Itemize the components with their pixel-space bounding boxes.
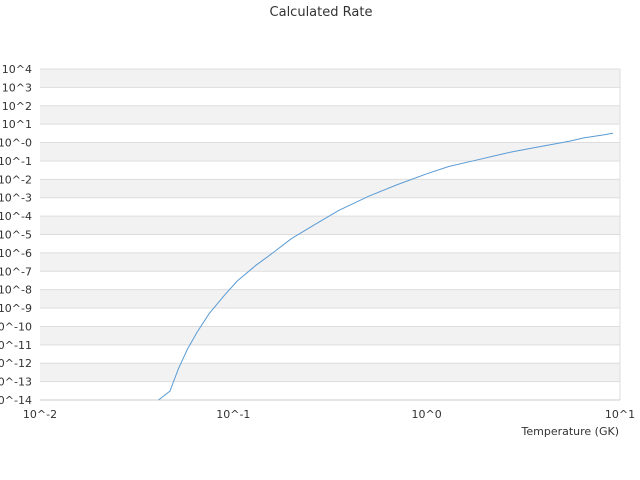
grid-band [40, 216, 620, 235]
y-tick-label: 10^-2 [0, 173, 32, 186]
grid-band [40, 142, 620, 161]
grid-band [40, 69, 620, 88]
y-tick-label: 10^-12 [0, 357, 32, 370]
y-tick-label: 10^-0 [0, 137, 32, 150]
series-line [158, 132, 614, 401]
y-tick-label: 10^-4 [0, 210, 32, 223]
grid-lines [40, 68, 621, 401]
x-tick-label: 10^0 [412, 408, 442, 421]
x-tick-label: 10^1 [605, 408, 635, 421]
y-tick-label: 10^3 [2, 81, 32, 94]
x-tick-label: 10^-1 [216, 408, 250, 421]
grid-bands [40, 69, 620, 382]
y-tick-label: 10^-6 [0, 247, 32, 260]
x-tick-label: 10^-2 [23, 408, 57, 421]
grid-band [40, 289, 620, 309]
y-tick-label: 10^-5 [0, 229, 32, 242]
grid-band [40, 363, 620, 382]
grid-band [40, 179, 620, 198]
grid-band [40, 252, 620, 272]
y-tick-label: 10^-9 [0, 302, 32, 315]
y-tick-label: 10^-1 [0, 155, 32, 168]
x-axis-label: Temperature (GK) [521, 425, 620, 438]
y-tick-label: 10^4 [2, 63, 32, 76]
y-tick-label: 10^2 [2, 100, 32, 113]
chart-title: Calculated Rate [270, 5, 373, 20]
y-tick-label: 10^-8 [0, 284, 32, 297]
grid-band [40, 326, 620, 345]
series-group [158, 132, 614, 401]
y-tick-label: 10^-7 [0, 265, 32, 278]
y-tick-label: 10^-3 [0, 192, 32, 205]
y-tick-label: 10^-13 [0, 376, 32, 389]
y-tick-label: 10^-14 [0, 394, 32, 407]
tick-labels: 10^4 10^3 10^2 10^1 10^-0 10^-1 10^-2 10^-3 10^-… [0, 63, 635, 421]
y-tick-label: 10^-10 [0, 320, 32, 333]
y-tick-label: 10^1 [2, 118, 32, 131]
grid-band [40, 105, 620, 125]
y-tick-label: 10^-11 [0, 339, 32, 352]
